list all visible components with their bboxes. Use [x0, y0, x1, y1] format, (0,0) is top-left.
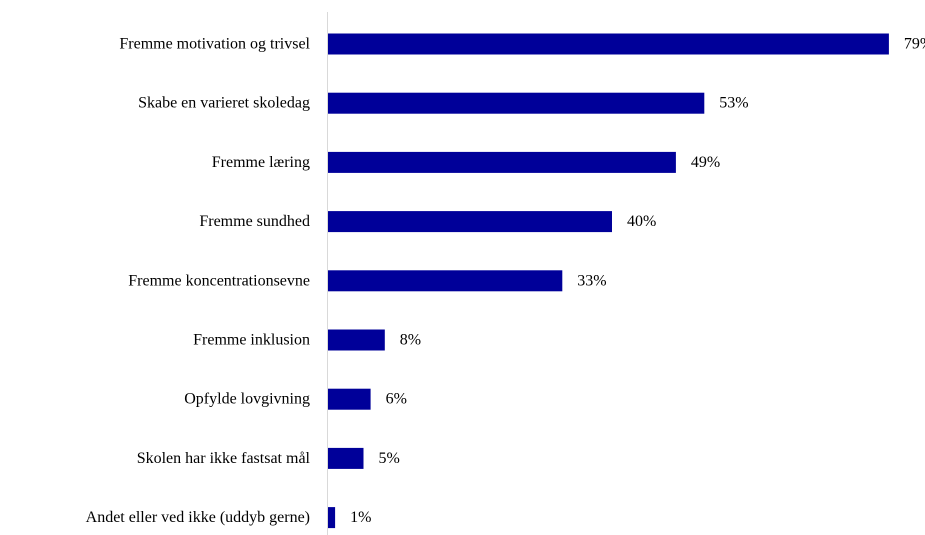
data-label: 8%	[400, 332, 421, 349]
category-label: Skabe en varieret skoledag	[138, 95, 310, 112]
data-label: 33%	[577, 272, 606, 289]
bar	[328, 151, 676, 173]
bar	[328, 92, 705, 114]
data-label: 40%	[627, 213, 656, 230]
category-label: Fremme koncentrationsevne	[128, 272, 310, 289]
category-label: Skolen har ikke fastsat mål	[137, 450, 311, 467]
category-label: Andet eller ved ikke (uddyb gerne)	[86, 509, 310, 526]
bar	[328, 388, 371, 410]
data-label: 5%	[379, 450, 400, 467]
data-label: 49%	[691, 154, 720, 171]
bar	[328, 270, 563, 292]
bar	[328, 447, 364, 469]
category-label: Fremme inklusion	[193, 332, 310, 349]
category-label: Fremme sundhed	[199, 213, 310, 230]
bar	[328, 507, 336, 529]
data-label: 1%	[350, 509, 371, 526]
bar	[328, 211, 612, 233]
bar	[328, 329, 385, 351]
data-label: 79%	[904, 36, 925, 53]
data-label: 6%	[386, 391, 407, 408]
bar	[328, 33, 889, 55]
bars-layer: Fremme motivation og trivsel 79% Skabe en …	[86, 33, 925, 529]
category-label: Fremme motivation og trivsel	[119, 36, 310, 53]
data-label: 53%	[719, 95, 748, 112]
category-label: Fremme læring	[212, 154, 310, 171]
category-label: Opfylde lovgivning	[184, 391, 310, 408]
